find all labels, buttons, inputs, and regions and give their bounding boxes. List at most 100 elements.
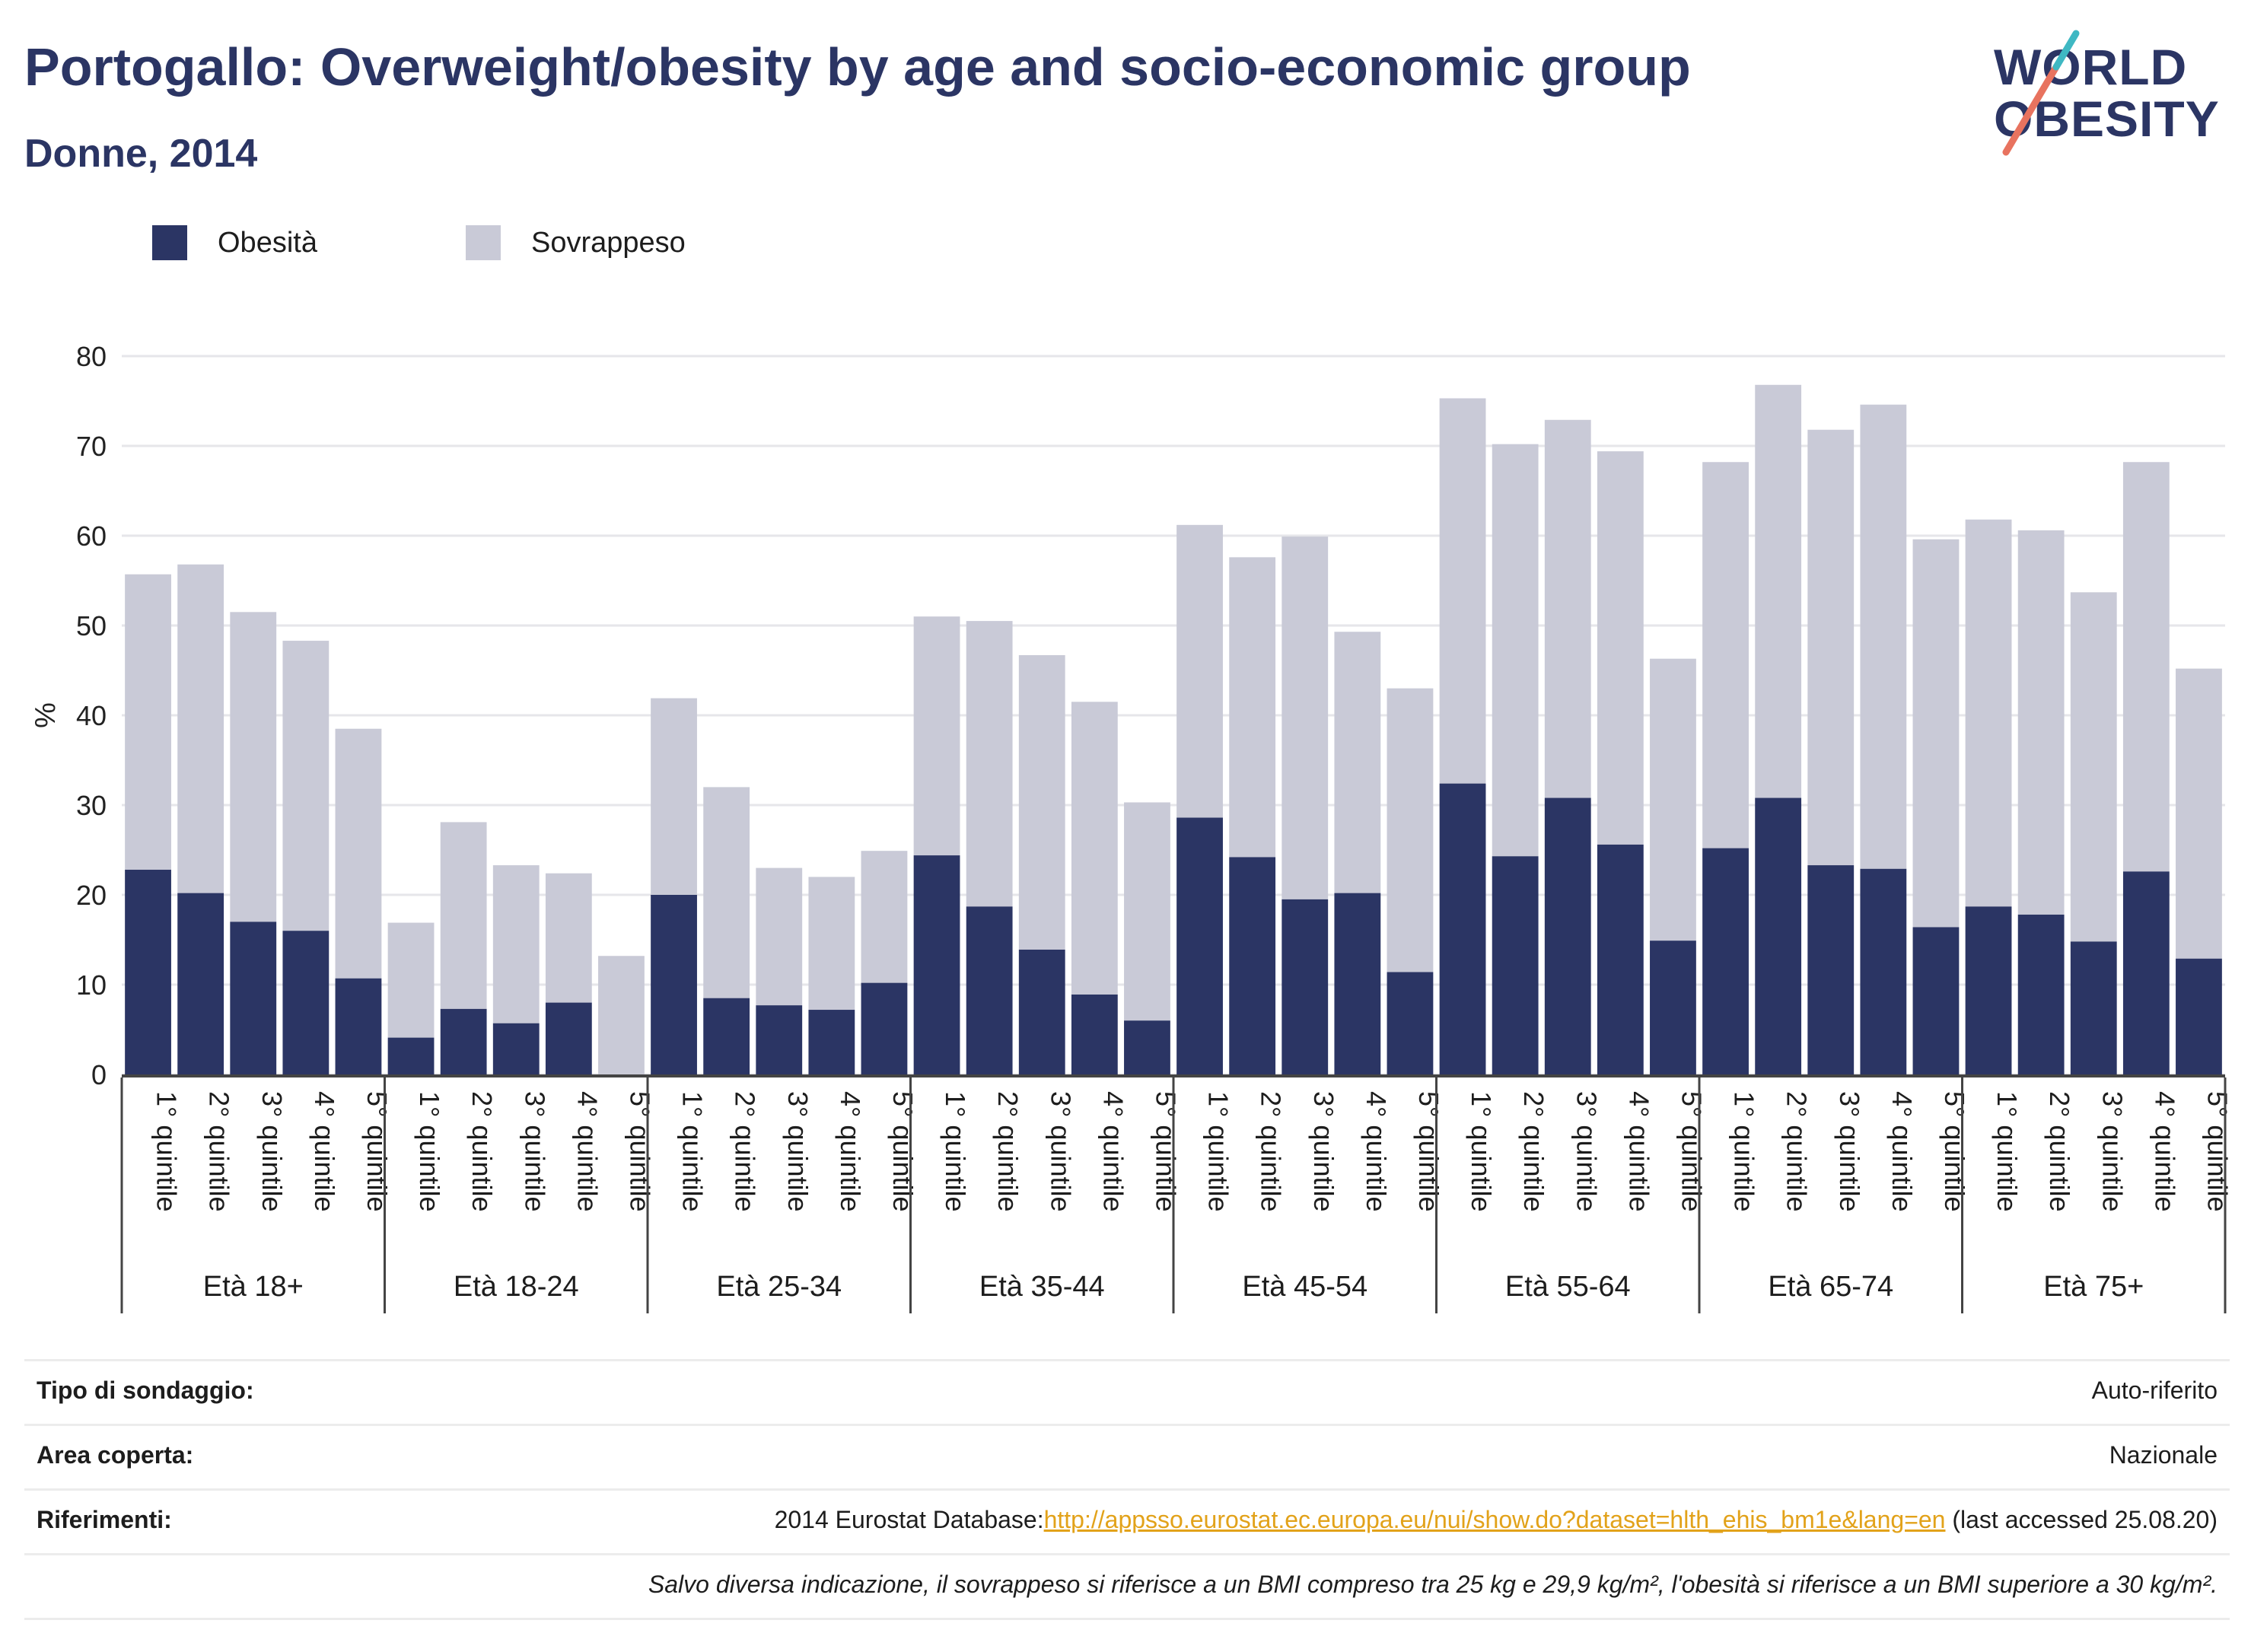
bar-obesity: [966, 906, 1013, 1074]
page-subtitle: Donne, 2014: [24, 132, 258, 176]
bar-overweight: [1176, 524, 1223, 818]
bar-obesity: [177, 893, 224, 1074]
bar-overweight: [966, 621, 1013, 907]
x-tick-label: 4° quintile: [835, 1091, 866, 1212]
bar-obesity: [492, 1023, 540, 1074]
legend-label-obesity: Obesità: [218, 226, 317, 259]
y-tick-label: 50: [76, 610, 107, 641]
x-tick-label: 5° quintile: [1939, 1091, 1970, 1212]
bar-overweight: [1229, 557, 1276, 858]
x-tick-label: 5° quintile: [361, 1091, 393, 1212]
bar-obesity: [756, 1005, 803, 1074]
bar-obesity: [1282, 899, 1329, 1074]
bar-overweight: [861, 851, 908, 983]
bar-overweight: [335, 728, 382, 979]
x-tick-label: 2° quintile: [1256, 1091, 1287, 1212]
bar-overweight: [2070, 592, 2117, 942]
bar-obesity: [2176, 958, 2222, 1074]
stacked-bar-chart: 0 10 20 30 40 50 60 70 80% 1° quintile 2° quintile…: [30, 341, 2233, 1313]
bar-overweight: [913, 616, 960, 856]
page-title: Portogallo: Overweight/obesity by age an…: [24, 37, 1691, 97]
bar-obesity: [2070, 941, 2117, 1074]
x-tick-label: 1° quintile: [940, 1091, 971, 1212]
bar-overweight: [1492, 444, 1539, 857]
bar-overweight: [1650, 658, 1696, 941]
bar-overweight: [440, 822, 487, 1009]
group-label: Età 18-24: [454, 1271, 579, 1303]
logo-word-world: WORLD: [1994, 39, 2188, 95]
y-tick-label: 80: [76, 341, 107, 372]
x-tick-label: 1° quintile: [414, 1091, 445, 1212]
x-tick-label: 2° quintile: [730, 1091, 761, 1212]
bar-overweight: [125, 574, 171, 870]
bmi-note: Salvo diversa indicazione, il sovrappeso…: [648, 1571, 2218, 1598]
x-tick-label: 2° quintile: [466, 1091, 498, 1212]
info-row-references: Riferimenti: 2014 Eurostat Database:http…: [24, 1488, 2230, 1553]
x-tick-label: 4° quintile: [309, 1091, 340, 1212]
group-label: Età 55-64: [1505, 1271, 1631, 1303]
group-label: Età 35-44: [979, 1271, 1105, 1303]
y-tick-label: 10: [76, 969, 107, 1001]
info-row-survey-type: Tipo di sondaggio: Auto-riferito: [24, 1359, 2230, 1424]
group-label: Età 75+: [2043, 1271, 2144, 1303]
bar-overweight: [1755, 384, 1802, 798]
x-tick-label: 5° quintile: [624, 1091, 655, 1212]
bar-obesity: [440, 1008, 487, 1074]
group-label: Età 25-34: [716, 1271, 842, 1303]
references-prefix: 2014 Eurostat Database:: [774, 1506, 1044, 1533]
y-tick-label: 60: [76, 520, 107, 552]
bar-obesity: [387, 1037, 435, 1074]
legend-swatch-overweight: [466, 225, 501, 260]
bar-obesity: [2017, 914, 2065, 1074]
x-tick-label: 1° quintile: [677, 1091, 708, 1212]
bar-overweight: [598, 956, 645, 1074]
bar-obesity: [913, 855, 960, 1074]
info-row-area: Area coperta: Nazionale: [24, 1424, 2230, 1488]
bar-overweight: [1807, 429, 1855, 866]
bar-obesity: [1702, 848, 1749, 1074]
bar-obesity: [1176, 817, 1223, 1074]
x-tick-label: 2° quintile: [1518, 1091, 1549, 1212]
x-tick-label: 2° quintile: [992, 1091, 1024, 1212]
references-suffix: (last accessed 25.08.20): [1945, 1506, 2218, 1533]
bar-obesity: [1965, 906, 2012, 1074]
bar-obesity: [1544, 797, 1591, 1074]
x-tick-label: 5° quintile: [1150, 1091, 1181, 1212]
bar-obesity: [335, 978, 382, 1074]
bar-overweight: [387, 922, 435, 1038]
bar-overweight: [1597, 451, 1644, 845]
bar-obesity: [125, 869, 171, 1074]
bar-overweight: [651, 698, 697, 895]
x-tick-label: 5° quintile: [887, 1091, 919, 1212]
world-obesity-logo: WORLD OBESITY: [1979, 23, 2237, 167]
x-tick-label: 5° quintile: [2202, 1091, 2233, 1212]
x-tick-label: 2° quintile: [1781, 1091, 1813, 1212]
x-tick-label: 4° quintile: [1361, 1091, 1392, 1212]
bar-obesity: [703, 998, 750, 1074]
bar-overweight: [1282, 536, 1329, 899]
bar-obesity: [1597, 844, 1644, 1074]
legend-swatch-obesity: [152, 225, 187, 260]
x-tick-label: 4° quintile: [1623, 1091, 1654, 1212]
logo-slash-icon: [2002, 30, 2080, 156]
bar-obesity: [1492, 856, 1539, 1074]
x-tick-label: 5° quintile: [1676, 1091, 1707, 1212]
bar-overweight: [1702, 462, 1749, 848]
y-tick-label: 30: [76, 790, 107, 821]
x-tick-label: 3° quintile: [1308, 1091, 1339, 1212]
x-tick-label: 1° quintile: [1729, 1091, 1760, 1212]
x-tick-label: 2° quintile: [204, 1091, 235, 1212]
x-tick-label: 1° quintile: [151, 1091, 183, 1212]
x-tick-label: 3° quintile: [519, 1091, 550, 1212]
bar-overweight: [2122, 462, 2170, 872]
x-tick-label: 3° quintile: [1834, 1091, 1865, 1212]
survey-type-label: Tipo di sondaggio:: [37, 1377, 254, 1404]
references-link[interactable]: http://appsso.eurostat.ec.europa.eu/nui/…: [1043, 1506, 1946, 1533]
info-table: Tipo di sondaggio: Auto-riferito Area co…: [24, 1359, 2230, 1620]
y-tick-label: 0: [91, 1059, 107, 1090]
bar-overweight: [1965, 519, 2012, 907]
bar-obesity: [1439, 783, 1486, 1074]
x-tick-label: 2° quintile: [2044, 1091, 2075, 1212]
y-axis-label: %: [30, 702, 62, 728]
legend-item-overweight: Sovrappeso: [466, 225, 686, 260]
